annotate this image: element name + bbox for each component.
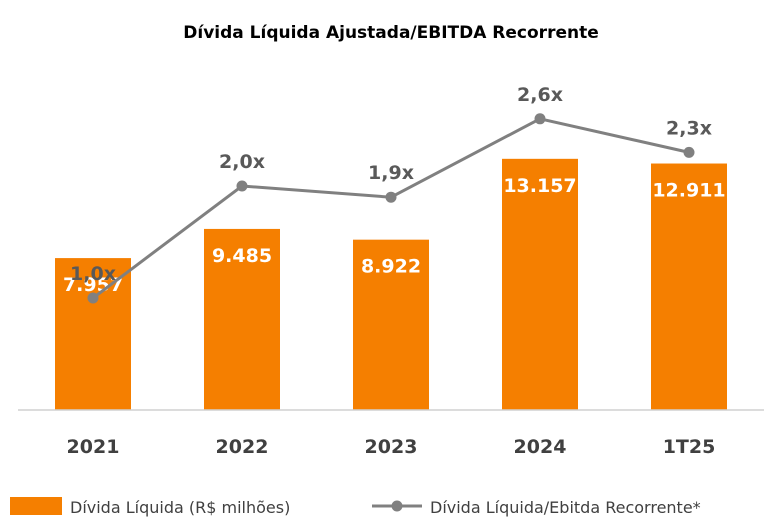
line-value-label: 2,3x: [666, 117, 712, 139]
bar-2024: [502, 158, 578, 410]
chart-title: Dívida Líquida Ajustada/EBITDA Recorrent…: [183, 23, 599, 43]
bar-value-label: 8.922: [361, 256, 421, 278]
bar-2021: [55, 258, 131, 410]
x-axis-ticks: 2021 2022 2023 2024 1T25: [67, 436, 716, 458]
x-tick-label: 2024: [514, 436, 567, 458]
x-tick-label: 2022: [216, 436, 269, 458]
bar-1T25: [651, 163, 727, 410]
bar-value-label: 7.957: [63, 274, 123, 296]
bar-value-label: 9.485: [212, 245, 272, 267]
line-point: [236, 180, 248, 192]
bar-2022: [204, 228, 280, 410]
line-value-label: 1,9x: [368, 162, 414, 184]
line-point: [683, 146, 695, 158]
line-point: [534, 113, 546, 125]
bar-value-label: 12.911: [652, 180, 725, 202]
legend-bar-swatch: [10, 497, 62, 515]
line-value-label: 1,0x: [70, 263, 116, 285]
x-tick-label: 2021: [67, 436, 120, 458]
x-tick-label: 1T25: [663, 436, 716, 458]
line-value-label: 2,0x: [219, 151, 265, 173]
legend-bar-label: Dívida Líquida (R$ milhões): [70, 498, 290, 517]
bar-series: 7.957 9.485 8.922 13.157 12.911: [55, 158, 727, 410]
line-series: 1,0x 2,0x 1,9x 2,6x 2,3x: [70, 84, 712, 304]
line-value-label: 2,6x: [517, 84, 563, 106]
legend-line-label: Dívida Líquida/Ebitda Recorrente*: [430, 498, 701, 517]
line-point: [87, 292, 99, 304]
legend: Dívida Líquida (R$ milhões) Dívida Líqui…: [10, 497, 701, 517]
line-point: [385, 191, 397, 203]
x-tick-label: 2023: [365, 436, 418, 458]
bar-value-label: 13.157: [503, 175, 576, 197]
bar-2023: [353, 239, 429, 410]
legend-line-marker: [391, 500, 403, 512]
